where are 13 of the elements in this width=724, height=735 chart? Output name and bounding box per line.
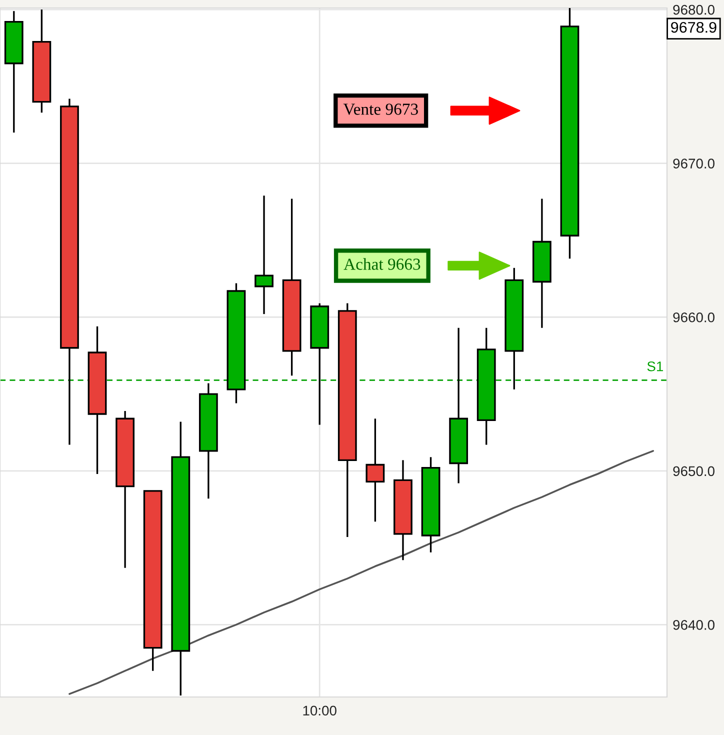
candlestick [254, 194, 274, 315]
y-tick-label: 9670.0 [673, 158, 714, 168]
x-tick-label: 10:00 [303, 706, 336, 716]
text: 9678.9 [671, 22, 716, 33]
ref-line-label: S1 [647, 361, 663, 372]
annotation: Vente 9673 [343, 104, 418, 115]
line-series [68, 450, 654, 695]
candlestick [366, 418, 385, 523]
y-tick-label: 9680.0 [673, 4, 714, 15]
y-tick-label: 9650.0 [673, 466, 714, 476]
y-tick-label: 9640.0 [673, 620, 714, 630]
annotation: Achat 9663 [344, 258, 420, 270]
y-tick-label: 9660.0 [673, 312, 714, 322]
